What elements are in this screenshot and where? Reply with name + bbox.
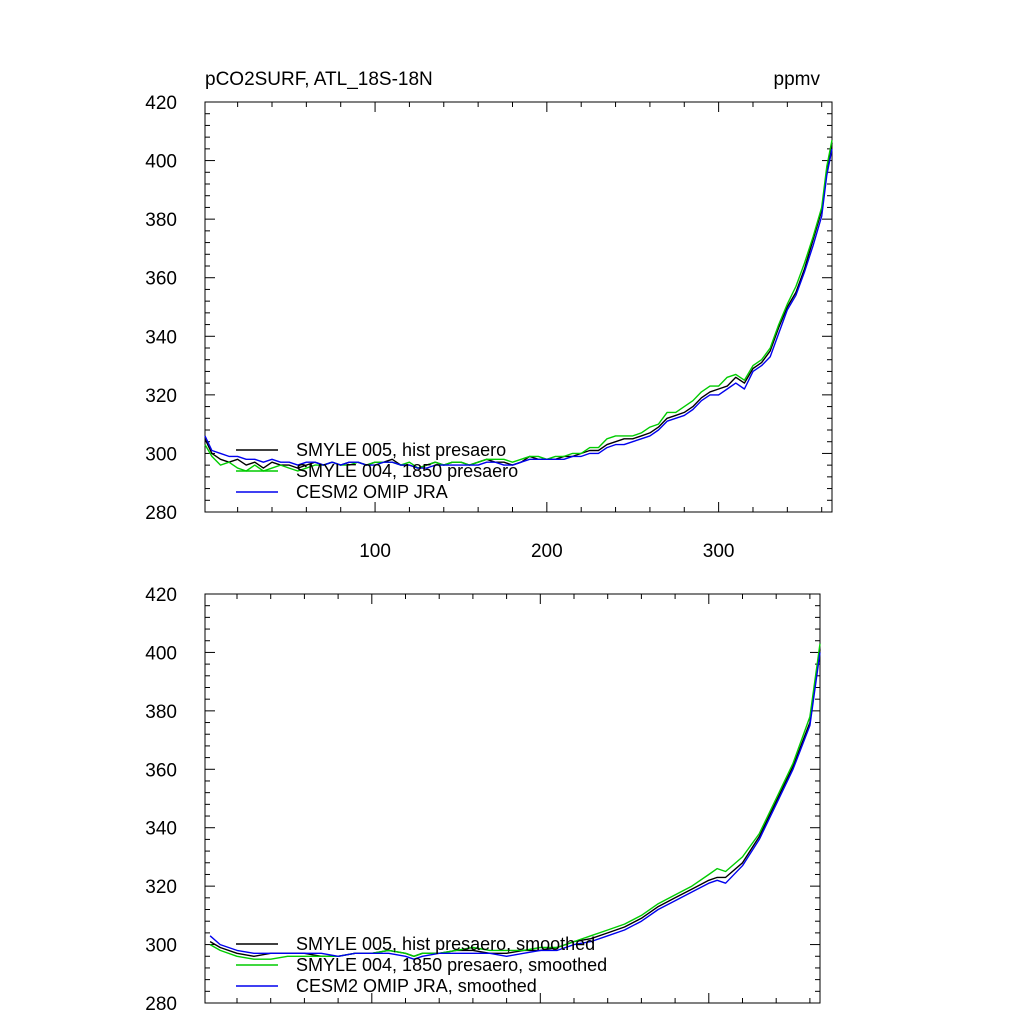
y-tick-label: 320 bbox=[145, 386, 177, 407]
y-tick-label: 320 bbox=[145, 877, 177, 898]
y-tick-label: 280 bbox=[145, 994, 177, 1015]
x-tick-label: 100 bbox=[359, 541, 391, 562]
y-tick-label: 380 bbox=[145, 210, 177, 231]
bottom-panel: 280 300 320 340 360 380 400 420 SMYLE 005, hist … bbox=[145, 585, 821, 1015]
y-tick-label: 420 bbox=[145, 93, 177, 114]
y-tick-label: 300 bbox=[145, 444, 177, 465]
y-tick-label: 380 bbox=[145, 702, 177, 723]
plot-frame bbox=[204, 593, 821, 1004]
y-tick-label: 400 bbox=[145, 152, 177, 173]
series-line-2 bbox=[209, 652, 821, 960]
chart-units: ppmv bbox=[774, 69, 821, 90]
series-line-2 bbox=[204, 148, 833, 469]
y-tick-label: 400 bbox=[145, 643, 177, 664]
legend-label: CESM2 OMIP JRA bbox=[296, 482, 448, 502]
y-tick-label: 340 bbox=[145, 327, 177, 348]
series-line-0 bbox=[209, 649, 821, 957]
plot-frame bbox=[204, 101, 833, 513]
y-tick-label: 280 bbox=[145, 503, 177, 524]
legend-label: SMYLE 004, 1850 presaero, smoothed bbox=[296, 955, 607, 975]
y-tick-label: 340 bbox=[145, 819, 177, 840]
chart-title: pCO2SURF, ATL_18S-18N bbox=[205, 69, 433, 90]
y-tick-label: 360 bbox=[145, 269, 177, 290]
series-line-1 bbox=[209, 643, 821, 960]
legend-label: CESM2 OMIP JRA, smoothed bbox=[296, 976, 537, 996]
top-panel: 280 300 320 340 360 380 400 420 100 200 300 SMYLE 0… bbox=[145, 93, 833, 562]
y-tick-label: 360 bbox=[145, 760, 177, 781]
series-line-1 bbox=[204, 139, 833, 472]
legend-label: SMYLE 004, 1850 presaero bbox=[296, 461, 518, 481]
y-tick-label: 300 bbox=[145, 936, 177, 957]
series-line-0 bbox=[204, 142, 833, 469]
legend-label: SMYLE 005, hist presaero, smoothed bbox=[296, 934, 595, 954]
y-tick-label: 420 bbox=[145, 585, 177, 606]
x-tick-label: 200 bbox=[531, 541, 563, 562]
x-tick-label: 300 bbox=[703, 541, 735, 562]
legend-label: SMYLE 005, hist presaero bbox=[296, 440, 506, 460]
